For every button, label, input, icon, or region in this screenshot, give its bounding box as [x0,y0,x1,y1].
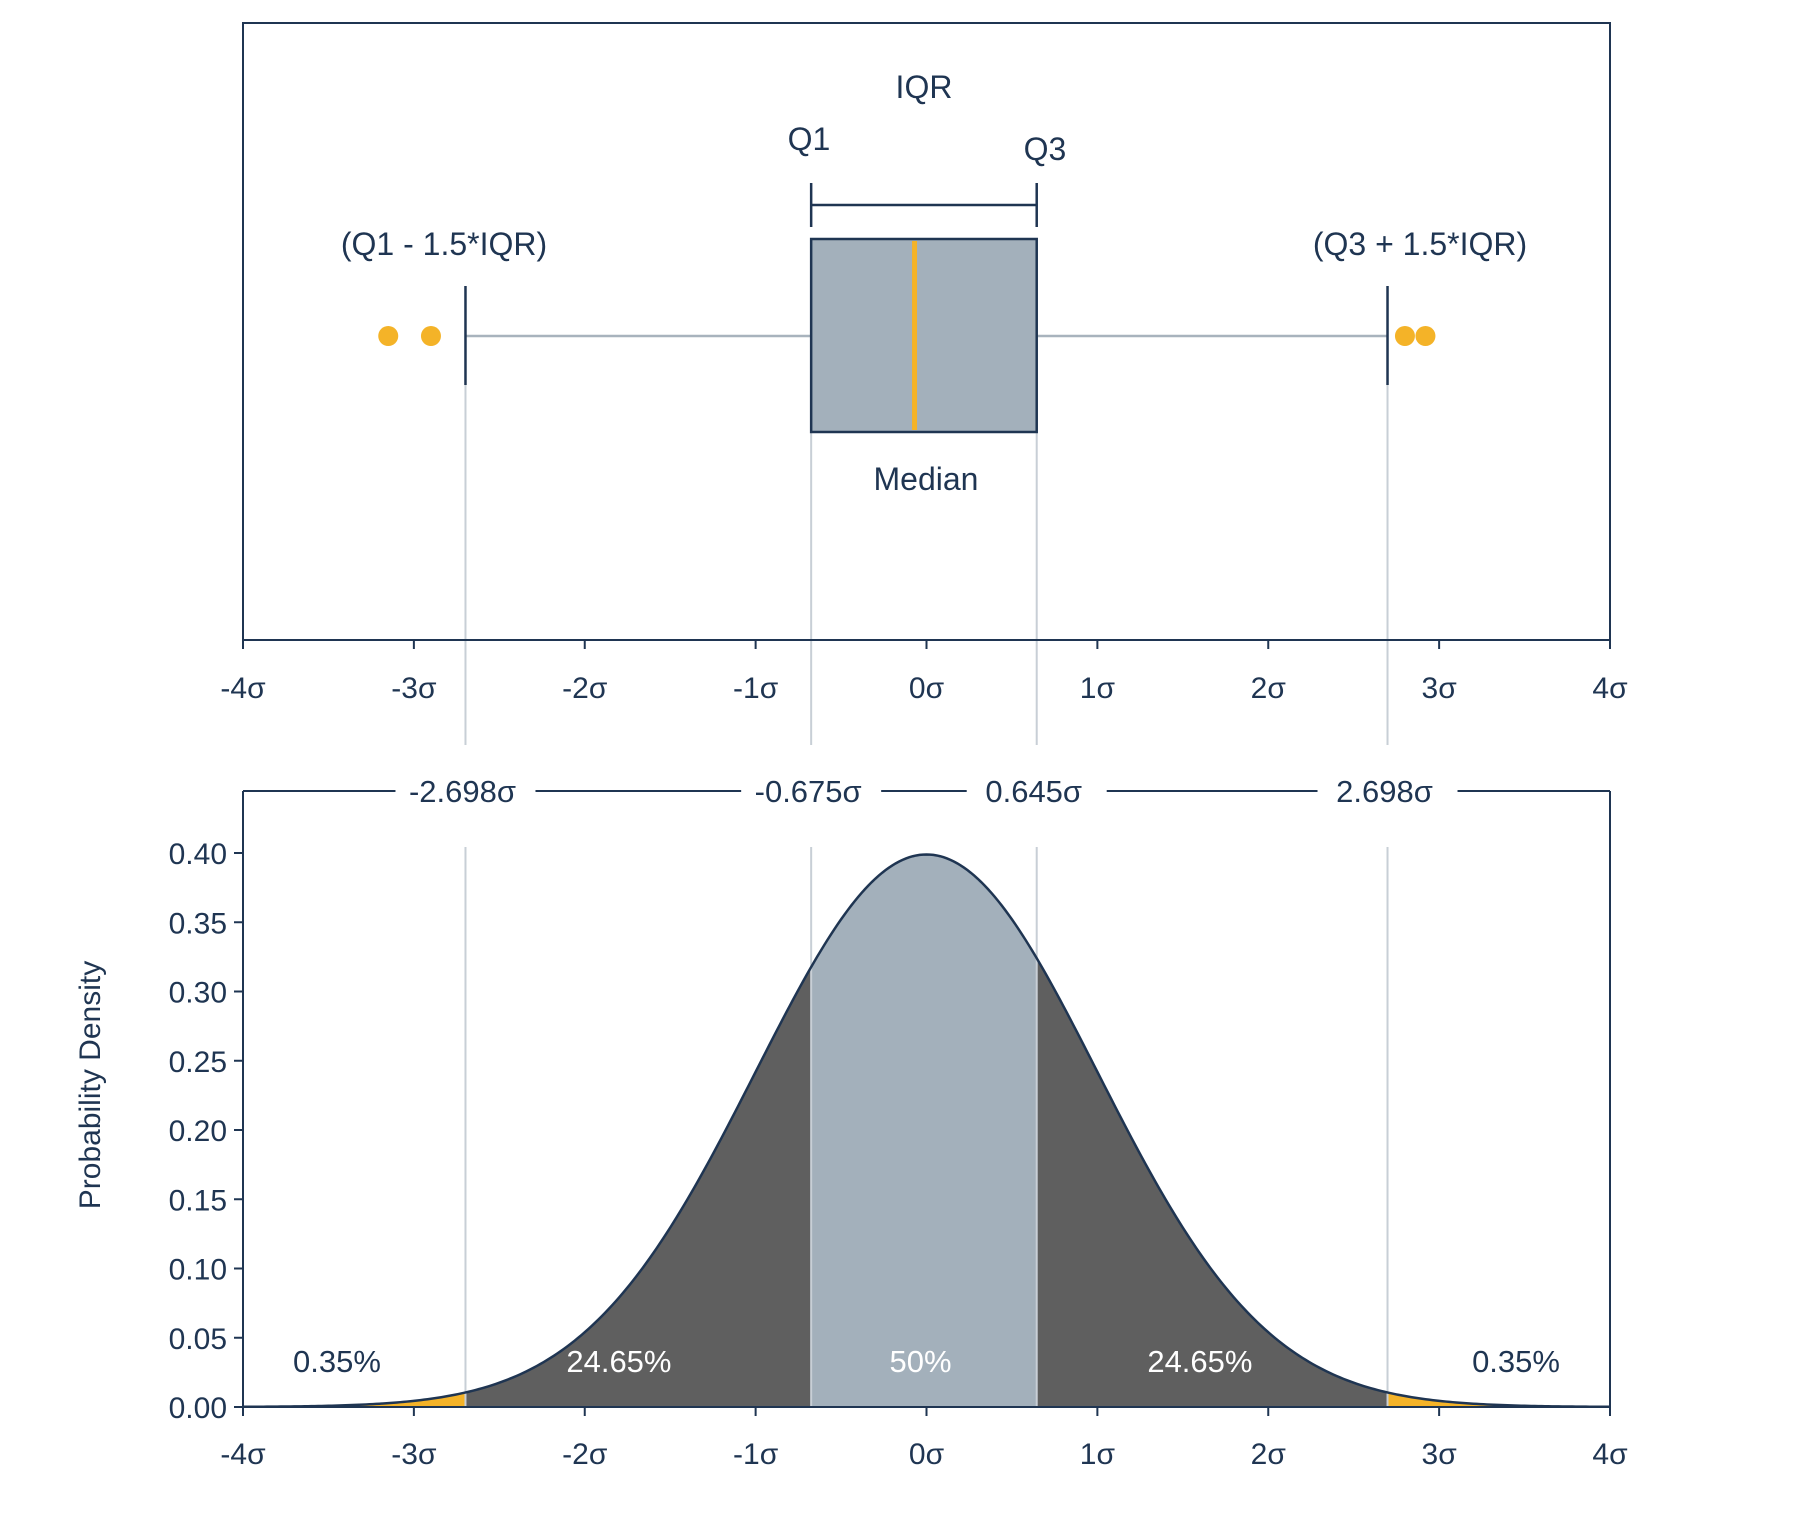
y-tick-label: 0.00 [169,1392,227,1425]
x-tick-label-top: 2σ [1251,672,1287,705]
x-tick-label-top: 1σ [1080,672,1116,705]
x-tick-label-top: -1σ [733,672,779,705]
y-tick-label: 0.30 [169,977,227,1010]
density-region [465,967,812,1407]
q1-label: Q1 [788,121,831,157]
x-tick-label-top: 4σ [1592,672,1628,705]
iqr-label: IQR [896,69,953,105]
x-tick-label-bottom: 1σ [1080,1438,1116,1471]
y-tick-label: 0.40 [169,838,227,871]
outlier-point [420,326,441,346]
x-tick-label-bottom: 0σ [909,1438,945,1471]
outlier-point [1415,326,1436,346]
y-tick-label: 0.10 [169,1254,227,1287]
boundary-label: 2.698σ [1336,774,1433,809]
x-tick-label-bottom: 2σ [1251,1438,1287,1471]
x-tick-label-bottom: 3σ [1422,1438,1458,1471]
boundary-label: 0.645σ [985,774,1082,809]
density-region [243,1392,466,1407]
x-tick-label-top: 3σ [1422,672,1458,705]
boundary-label: -0.675σ [755,774,862,809]
outlier-point [1394,326,1415,346]
median-label: Median [874,461,979,497]
x-tick-label-bottom: -1σ [733,1438,779,1471]
x-tick-label-bottom: -3σ [391,1438,437,1471]
density-region [811,854,1037,1407]
x-tick-label-bottom: -4σ [220,1438,266,1471]
q3-label: Q3 [1024,131,1067,167]
x-tick-label-top: 0σ [909,672,945,705]
outlier-point [378,326,399,346]
x-tick-label-top: -3σ [391,672,437,705]
x-tick-label-bottom: -2σ [562,1438,608,1471]
region-percent-label: 50% [889,1344,951,1379]
y-tick-label: 0.35 [169,907,227,940]
lower-fence-label: (Q1 - 1.5*IQR) [341,226,547,262]
y-axis-label: Probability Density [74,961,107,1209]
x-tick-label-bottom: 4σ [1592,1438,1628,1471]
density-region [1387,1392,1610,1407]
y-tick-label: 0.25 [169,1046,227,1079]
region-percent-label: 0.35% [1472,1344,1560,1379]
y-tick-label: 0.15 [169,1184,227,1217]
upper-fence-label: (Q3 + 1.5*IQR) [1313,226,1527,262]
x-tick-label-top: -2σ [562,672,608,705]
boundary-label: -2.698σ [409,774,516,809]
x-tick-label-top: -4σ [220,672,266,705]
iqr-box [809,237,1038,434]
y-tick-label: 0.20 [169,1115,227,1148]
region-percent-label: 24.65% [1147,1344,1252,1379]
density-region [1036,958,1388,1407]
region-percent-label: 24.65% [566,1344,671,1379]
region-percent-label: 0.35% [293,1344,381,1379]
y-tick-label: 0.05 [169,1323,227,1356]
density-curve [242,853,1611,1409]
